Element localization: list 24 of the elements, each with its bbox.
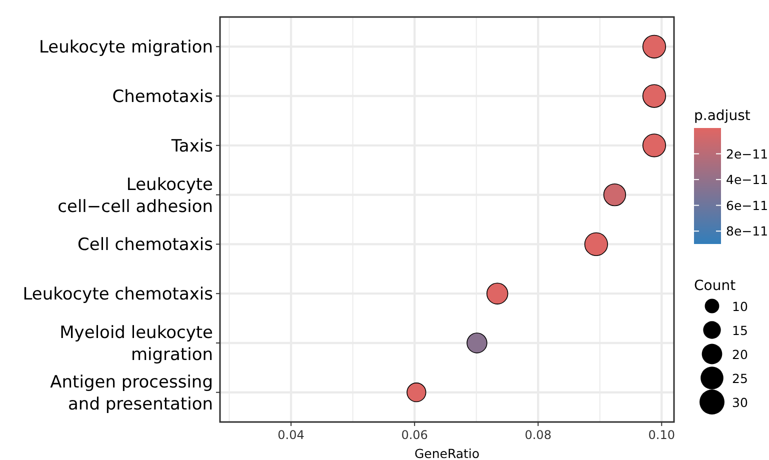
color-bar-label: 6e−11 [726, 198, 768, 213]
color-bar-title: p.adjust [694, 108, 751, 124]
legend-title: Count [694, 278, 736, 294]
x-tick-label: 0.06 [401, 428, 428, 442]
legend-label: 20 [732, 347, 748, 362]
x-tick-label: 0.10 [648, 428, 676, 442]
x-tick-label: 0.08 [524, 428, 552, 442]
legend-label: 30 [732, 395, 748, 410]
x-tick-label: 0.04 [278, 428, 304, 442]
color-bar-label: 2e−11 [726, 146, 768, 162]
color-bar-label: 4e−11 [726, 172, 768, 188]
y-tick-label: Leukocyte cell−cell adhesion [58, 174, 213, 217]
y-tick-label: Leukocyte migration [38, 38, 213, 58]
y-tick-label: Leukocyte chemotaxis [22, 284, 214, 305]
legend-label: 15 [732, 323, 748, 338]
y-tick-label: Myeloid leukocyte migration [60, 322, 213, 365]
y-tick-label: Antigen processing and presentation [50, 372, 213, 414]
y-tick-label: Taxis [170, 136, 214, 156]
y-tick-label: Chemotaxis [112, 87, 214, 108]
legend-label: 10 [732, 299, 748, 314]
x-axis-title: GeneRatio [414, 446, 480, 460]
legend-label: 25 [732, 371, 748, 386]
y-tick-label: Cell chemotaxis [78, 235, 214, 256]
color-bar-label: 8e−11 [726, 224, 768, 239]
